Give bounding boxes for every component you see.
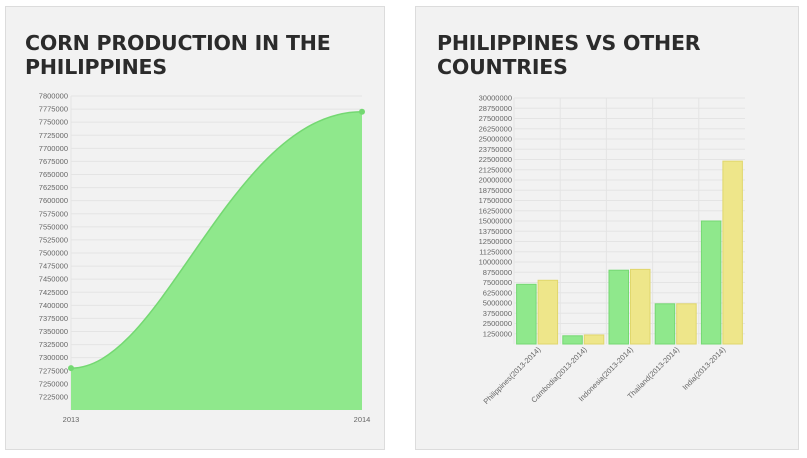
x-category-label: Thailand(2013-2014) xyxy=(626,345,682,401)
y-tick-label: 13750000 xyxy=(479,227,512,236)
y-tick-label: 7800000 xyxy=(39,92,68,101)
bar-india-2014 xyxy=(722,160,743,345)
y-tick-label: 7525000 xyxy=(39,235,68,244)
y-tick-label: 7225000 xyxy=(39,392,68,401)
y-tick-label: 7450000 xyxy=(39,275,68,284)
y-tick-label: 7775000 xyxy=(39,105,68,114)
y-tick-label: 7400000 xyxy=(39,301,68,310)
bar-indonesia-2013 xyxy=(608,269,629,345)
bar-india-2013 xyxy=(700,220,722,345)
y-tick-label: 1250000 xyxy=(483,329,512,338)
bar-philippines-2013 xyxy=(516,283,537,345)
y-tick-label: 7375000 xyxy=(39,314,68,323)
y-tick-label: 7625000 xyxy=(39,183,68,192)
bar-thailand-2013 xyxy=(654,303,676,345)
y-tick-label: 7675000 xyxy=(39,157,68,166)
y-tick-label: 7500000 xyxy=(39,249,68,258)
x-tick-label: 2013 xyxy=(63,415,80,424)
bar-philippines-2014 xyxy=(537,279,559,345)
y-tick-label: 7750000 xyxy=(39,118,68,127)
y-tick-label: 30000000 xyxy=(479,94,512,103)
country-comparison-title: PHILIPPINES VS OTHER COUNTRIES xyxy=(437,31,701,79)
y-tick-label: 22500000 xyxy=(479,155,512,164)
data-point-2013 xyxy=(68,365,74,372)
x-category-label: India(2013-2014) xyxy=(681,345,728,392)
bar-indonesia-2014 xyxy=(630,268,651,345)
y-tick-label: 8750000 xyxy=(483,268,512,277)
y-tick-label: 17500000 xyxy=(479,196,512,205)
y-tick-label: 7725000 xyxy=(39,131,68,140)
y-tick-label: 7350000 xyxy=(39,327,68,336)
y-tick-label: 11250000 xyxy=(479,247,512,256)
y-tick-label: 7425000 xyxy=(39,288,68,297)
y-tick-label: 21250000 xyxy=(479,165,512,174)
production-area xyxy=(71,111,362,410)
y-tick-label: 27500000 xyxy=(479,114,512,123)
y-tick-label: 23750000 xyxy=(479,145,512,154)
y-tick-label: 6250000 xyxy=(483,288,512,297)
y-tick-label: 10000000 xyxy=(479,258,512,267)
bar-cambodia-2014 xyxy=(583,334,605,345)
y-tick-label: 7600000 xyxy=(39,196,68,205)
bar-cambodia-2013 xyxy=(562,335,583,345)
x-tick-label: 2014 xyxy=(354,415,371,424)
y-tick-label: 7650000 xyxy=(39,170,68,179)
y-tick-label: 7500000 xyxy=(483,278,512,287)
y-tick-label: 12500000 xyxy=(479,237,512,246)
y-tick-label: 26250000 xyxy=(479,124,512,133)
y-tick-label: 7575000 xyxy=(39,209,68,218)
y-tick-label: 7325000 xyxy=(39,340,68,349)
production-line xyxy=(70,110,363,369)
y-tick-label: 16250000 xyxy=(479,206,512,215)
y-tick-label: 7550000 xyxy=(39,222,68,231)
y-tick-label: 15000000 xyxy=(479,217,512,226)
y-tick-label: 3750000 xyxy=(483,309,512,318)
data-point-2014 xyxy=(359,108,365,115)
y-tick-label: 25000000 xyxy=(479,135,512,144)
y-tick-label: 7275000 xyxy=(39,366,68,375)
corn-production-title: CORN PRODUCTION IN THE PHILIPPINES xyxy=(25,31,331,79)
y-tick-label: 7250000 xyxy=(39,379,68,388)
y-tick-label: 7700000 xyxy=(39,144,68,153)
y-tick-label: 5000000 xyxy=(483,299,512,308)
bar-thailand-2014 xyxy=(676,303,697,345)
y-tick-label: 2500000 xyxy=(483,319,512,328)
y-tick-label: 20000000 xyxy=(479,176,512,185)
y-tick-label: 18750000 xyxy=(479,186,512,195)
y-tick-label: 7475000 xyxy=(39,262,68,271)
y-tick-label: 7300000 xyxy=(39,353,68,362)
y-tick-label: 28750000 xyxy=(479,104,512,113)
